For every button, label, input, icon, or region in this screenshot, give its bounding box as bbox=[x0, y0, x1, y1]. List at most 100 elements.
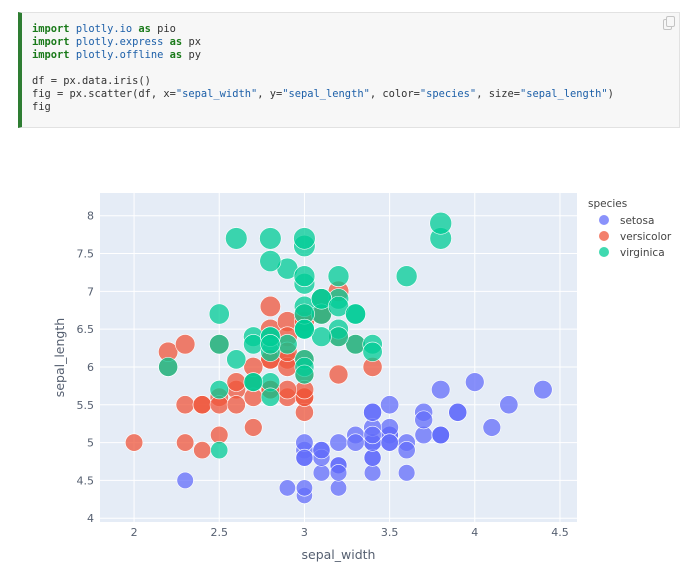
code-token: "sepal_length" bbox=[282, 88, 370, 100]
data-point-setosa[interactable] bbox=[448, 402, 468, 422]
data-point-virginica[interactable] bbox=[209, 334, 230, 355]
code-editor[interactable]: import plotly.io as pio import plotly.exp… bbox=[32, 23, 614, 114]
data-point-virginica[interactable] bbox=[260, 334, 281, 355]
legend-marker-virginica[interactable] bbox=[599, 247, 609, 257]
y-tick-label: 7.5 bbox=[77, 248, 95, 261]
code-line: fig = px.scatter(df, x="sepal_width", y=… bbox=[32, 88, 614, 101]
code-token: px bbox=[182, 36, 201, 48]
legend-marker-setosa[interactable] bbox=[599, 215, 609, 225]
data-point-virginica[interactable] bbox=[243, 372, 264, 392]
legend-label-versicolor[interactable]: versicolor bbox=[620, 231, 672, 243]
code-token: , size= bbox=[476, 88, 520, 100]
data-point-setosa[interactable] bbox=[312, 464, 331, 482]
data-point-versicolor[interactable] bbox=[226, 395, 246, 415]
code-token: plotly.io bbox=[75, 23, 133, 35]
data-point-virginica[interactable] bbox=[311, 326, 332, 347]
y-tick-label: 4 bbox=[87, 512, 94, 525]
copy-icon[interactable] bbox=[663, 16, 675, 30]
y-tick-label: 7 bbox=[87, 285, 94, 298]
data-point-virginica[interactable] bbox=[158, 357, 179, 377]
data-point-virginica[interactable] bbox=[293, 265, 316, 287]
data-point-virginica[interactable] bbox=[259, 250, 282, 273]
data-point-virginica[interactable] bbox=[429, 211, 453, 235]
data-point-setosa[interactable] bbox=[329, 479, 348, 497]
data-point-virginica[interactable] bbox=[259, 227, 282, 250]
y-axis-title: sepal_length bbox=[52, 318, 67, 397]
code-token: "sepal_length" bbox=[520, 88, 608, 100]
code-line: import plotly.express as px bbox=[32, 36, 614, 49]
legend: species setosa versicolor virginica bbox=[588, 198, 672, 259]
data-point-setosa[interactable] bbox=[176, 471, 194, 490]
data-point-setosa[interactable] bbox=[431, 380, 451, 400]
code-cell[interactable]: import plotly.io as pio import plotly.exp… bbox=[18, 12, 680, 128]
data-point-versicolor[interactable] bbox=[193, 441, 212, 460]
code-line: fig bbox=[32, 101, 614, 114]
data-point-versicolor[interactable] bbox=[175, 395, 195, 415]
data-point-versicolor[interactable] bbox=[259, 295, 281, 317]
data-point-setosa[interactable] bbox=[363, 425, 382, 445]
data-point-versicolor[interactable] bbox=[277, 380, 298, 400]
code-token: py bbox=[182, 49, 201, 61]
data-point-setosa[interactable] bbox=[278, 479, 296, 497]
code-token: pio bbox=[150, 23, 176, 35]
data-point-versicolor[interactable] bbox=[226, 372, 247, 392]
data-point-setosa[interactable] bbox=[414, 410, 433, 430]
code-token: "sepal_width" bbox=[175, 88, 258, 100]
data-point-setosa[interactable] bbox=[465, 372, 485, 392]
legend-label-setosa[interactable]: setosa bbox=[620, 215, 654, 227]
data-point-virginica[interactable] bbox=[260, 387, 280, 407]
data-point-versicolor[interactable] bbox=[175, 334, 196, 355]
data-point-virginica[interactable] bbox=[345, 303, 366, 325]
data-point-setosa[interactable] bbox=[499, 395, 519, 415]
data-point-setosa[interactable] bbox=[533, 380, 553, 400]
data-point-setosa[interactable] bbox=[295, 448, 314, 467]
code-token: import bbox=[32, 49, 70, 61]
legend-marker-versicolor[interactable] bbox=[599, 231, 609, 241]
code-token: import bbox=[32, 36, 70, 48]
data-point-virginica[interactable] bbox=[225, 227, 248, 250]
data-point-setosa[interactable] bbox=[329, 464, 348, 482]
data-point-versicolor[interactable] bbox=[125, 433, 144, 452]
code-token: ) bbox=[607, 88, 614, 100]
legend-title: species bbox=[588, 198, 627, 210]
data-point-setosa[interactable] bbox=[363, 402, 382, 422]
legend-label-virginica[interactable]: virginica bbox=[620, 247, 665, 259]
data-point-setosa[interactable] bbox=[380, 433, 399, 452]
series-setosa bbox=[176, 372, 553, 504]
data-point-versicolor[interactable] bbox=[244, 418, 263, 437]
data-point-setosa[interactable] bbox=[329, 433, 348, 452]
data-point-virginica[interactable] bbox=[226, 349, 247, 370]
data-point-setosa[interactable] bbox=[363, 464, 382, 482]
data-point-virginica[interactable] bbox=[208, 303, 230, 325]
data-point-setosa[interactable] bbox=[295, 479, 313, 497]
code-line: df = px.data.iris() bbox=[32, 75, 614, 88]
y-tick-label: 6 bbox=[87, 361, 94, 374]
data-point-setosa[interactable] bbox=[482, 418, 502, 437]
data-point-virginica[interactable] bbox=[294, 318, 315, 340]
data-point-setosa[interactable] bbox=[397, 464, 416, 482]
data-point-setosa[interactable] bbox=[380, 395, 400, 415]
data-point-virginica[interactable] bbox=[294, 364, 315, 385]
y-tick-label: 5 bbox=[87, 437, 94, 450]
series-virginica bbox=[158, 211, 453, 460]
data-point-virginica[interactable] bbox=[293, 227, 316, 250]
data-point-virginica[interactable] bbox=[210, 441, 229, 460]
code-token: , y= bbox=[257, 88, 283, 100]
data-point-virginica[interactable] bbox=[362, 341, 383, 362]
data-point-setosa[interactable] bbox=[363, 448, 382, 467]
data-point-setosa[interactable] bbox=[346, 433, 365, 452]
data-point-setosa[interactable] bbox=[295, 433, 314, 452]
data-point-virginica[interactable] bbox=[395, 265, 418, 287]
code-line: import plotly.offline as py bbox=[32, 49, 614, 62]
data-point-virginica[interactable] bbox=[209, 380, 229, 400]
data-point-versicolor[interactable] bbox=[192, 395, 212, 415]
data-point-virginica[interactable] bbox=[327, 265, 350, 287]
code-token: fig bbox=[32, 101, 51, 113]
data-point-setosa[interactable] bbox=[397, 441, 416, 460]
data-point-versicolor[interactable] bbox=[176, 433, 195, 452]
y-tick-label: 8 bbox=[87, 210, 94, 223]
data-point-setosa[interactable] bbox=[431, 425, 450, 445]
data-point-versicolor[interactable] bbox=[328, 364, 349, 385]
data-point-setosa[interactable] bbox=[312, 441, 331, 460]
